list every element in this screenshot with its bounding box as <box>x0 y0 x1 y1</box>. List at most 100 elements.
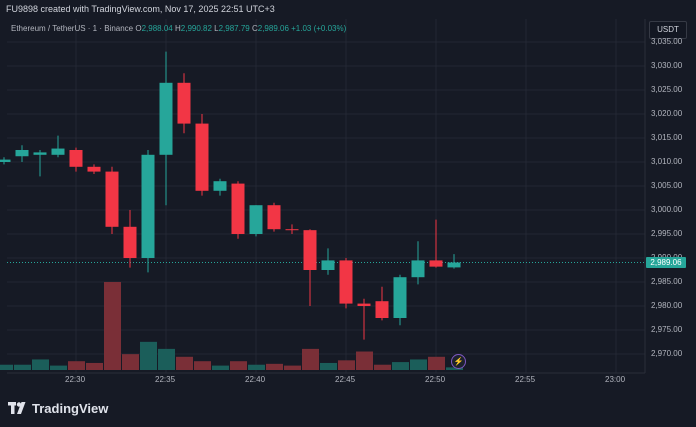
candle <box>51 135 65 158</box>
candle <box>159 51 173 206</box>
candle <box>0 157 11 165</box>
price-tick-label: 3,015.00 <box>651 133 683 142</box>
candle-body <box>213 181 227 191</box>
price-tick-label: 3,025.00 <box>651 85 683 94</box>
time-tick-label: 22:45 <box>335 375 356 384</box>
candle <box>87 164 101 174</box>
high-value: 2,990.82 <box>180 24 212 33</box>
volume-bar <box>410 359 427 370</box>
candle-body <box>285 229 299 231</box>
candle-body <box>339 260 353 304</box>
lightning-bolt-icon[interactable]: ⚡ <box>451 354 466 369</box>
volume-bars <box>0 282 463 370</box>
candle <box>321 248 335 275</box>
time-tick-label: 22:40 <box>245 375 266 384</box>
candle-body <box>123 226 137 258</box>
high-label: H <box>174 24 181 33</box>
tradingview-brand: TradingView <box>8 401 108 417</box>
candle <box>303 229 317 306</box>
candle <box>249 205 263 237</box>
candle-body <box>69 150 83 167</box>
candle <box>105 166 119 234</box>
volume-bar <box>122 354 139 370</box>
volume-bar <box>284 365 301 370</box>
time-tick-label: 22:50 <box>425 375 446 384</box>
last-price-tag: 2,989.06 <box>646 257 686 268</box>
low-label: L <box>214 24 219 33</box>
candle <box>285 224 299 234</box>
low-value: 2,987.79 <box>218 24 250 33</box>
currency-button[interactable]: USDT <box>649 21 687 39</box>
candle <box>411 241 425 285</box>
volume-bar <box>428 356 445 370</box>
candle-body <box>141 154 155 258</box>
symbol-title[interactable]: Ethereum / TetherUS · 1 · Binance <box>11 24 134 33</box>
volume-bar <box>266 363 283 370</box>
open-value: 2,988.04 <box>141 24 173 33</box>
volume-bar <box>0 364 13 370</box>
volume-bar <box>338 360 355 370</box>
candle <box>447 254 461 269</box>
volume-bar <box>86 362 103 370</box>
candle <box>33 150 47 177</box>
candle-body <box>159 82 173 155</box>
candle-body <box>393 277 407 318</box>
time-tick-label: 22:30 <box>65 375 86 384</box>
volume-bar <box>176 356 193 370</box>
volume-bar <box>302 348 319 370</box>
candle <box>69 147 83 172</box>
volume-bar <box>356 351 373 370</box>
volume-bar <box>50 365 67 370</box>
candle-body <box>357 303 371 306</box>
volume-bar <box>32 359 49 370</box>
candle-body <box>249 205 263 234</box>
candle-body <box>105 171 119 227</box>
tradingview-logo-icon <box>8 402 26 414</box>
created-with-caption: FU9898 created with TradingView.com, Nov… <box>6 4 275 14</box>
price-tick-label: 2,970.00 <box>651 349 683 358</box>
volume-bar <box>140 341 157 370</box>
volume-bar <box>68 361 85 370</box>
brand-name: TradingView <box>32 401 109 416</box>
time-tick-label: 23:00 <box>605 375 626 384</box>
candle-body <box>429 260 443 267</box>
footer <box>0 397 696 427</box>
price-tick-label: 3,000.00 <box>651 205 683 214</box>
time-tick-label: 22:55 <box>515 375 536 384</box>
candle <box>15 145 29 162</box>
price-tick-label: 3,035.00 <box>651 37 683 46</box>
candle-body <box>375 301 389 318</box>
candle-body <box>267 205 281 230</box>
candle <box>357 298 371 340</box>
change-value: +1.03 (+0.03%) <box>291 24 347 33</box>
volume-bar <box>392 362 409 370</box>
candle-body <box>303 230 317 270</box>
candle-body <box>87 166 101 172</box>
candle-body <box>177 82 191 124</box>
grid-lines <box>7 19 645 373</box>
candle <box>393 274 407 326</box>
candle-body <box>447 262 461 268</box>
volume-bar <box>374 364 391 370</box>
price-tick-label: 3,030.00 <box>651 61 683 70</box>
candles <box>0 51 461 340</box>
candle <box>213 178 227 196</box>
candle <box>141 150 155 273</box>
candle <box>231 181 245 239</box>
time-tick-label: 22:35 <box>155 375 176 384</box>
volume-bar <box>248 364 265 370</box>
volume-bar <box>194 361 211 370</box>
volume-bar <box>212 365 229 370</box>
candle <box>195 114 209 196</box>
candle <box>339 258 353 309</box>
candle-body <box>0 159 11 162</box>
close-label: C <box>251 24 258 33</box>
candle <box>177 73 191 134</box>
candle-body <box>15 150 29 157</box>
price-tick-label: 3,010.00 <box>651 157 683 166</box>
volume-bar <box>14 364 31 370</box>
candle-body <box>321 260 335 270</box>
candle-body <box>195 123 209 191</box>
candle-body <box>51 148 65 155</box>
